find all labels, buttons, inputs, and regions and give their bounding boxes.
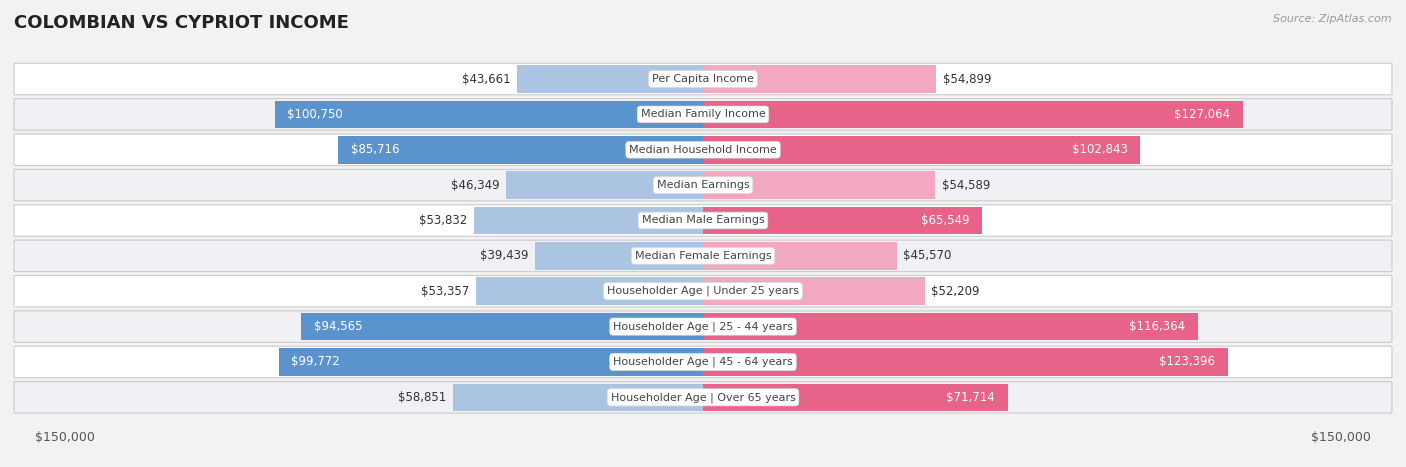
Bar	[703, 100, 1243, 128]
Text: $94,565: $94,565	[314, 320, 363, 333]
FancyBboxPatch shape	[14, 205, 1392, 236]
FancyBboxPatch shape	[14, 240, 1392, 272]
Text: Source: ZipAtlas.com: Source: ZipAtlas.com	[1274, 14, 1392, 24]
Text: $53,357: $53,357	[422, 285, 470, 298]
Text: $54,899: $54,899	[943, 72, 991, 85]
FancyBboxPatch shape	[14, 311, 1392, 342]
Text: $99,772: $99,772	[291, 355, 340, 368]
Bar	[278, 348, 703, 376]
Text: Householder Age | Over 65 years: Householder Age | Over 65 years	[610, 392, 796, 403]
Bar	[301, 313, 703, 340]
Bar	[703, 242, 897, 269]
FancyBboxPatch shape	[14, 276, 1392, 307]
Text: $46,349: $46,349	[451, 178, 499, 191]
Text: $54,589: $54,589	[942, 178, 990, 191]
Text: $65,549: $65,549	[921, 214, 969, 227]
Bar	[703, 171, 935, 199]
Text: $127,064: $127,064	[1174, 108, 1230, 121]
Text: Median Female Earnings: Median Female Earnings	[634, 251, 772, 261]
FancyBboxPatch shape	[14, 134, 1392, 165]
Text: $52,209: $52,209	[931, 285, 980, 298]
Text: COLOMBIAN VS CYPRIOT INCOME: COLOMBIAN VS CYPRIOT INCOME	[14, 14, 349, 32]
Text: Per Capita Income: Per Capita Income	[652, 74, 754, 84]
Text: Median Earnings: Median Earnings	[657, 180, 749, 190]
Text: Householder Age | 45 - 64 years: Householder Age | 45 - 64 years	[613, 357, 793, 367]
FancyBboxPatch shape	[14, 170, 1392, 201]
Text: Householder Age | Under 25 years: Householder Age | Under 25 years	[607, 286, 799, 297]
Text: $123,396: $123,396	[1159, 355, 1215, 368]
Bar	[506, 171, 703, 199]
Text: Median Household Income: Median Household Income	[628, 145, 778, 155]
Text: $116,364: $116,364	[1129, 320, 1185, 333]
Bar	[703, 277, 925, 305]
Bar	[517, 65, 703, 93]
Text: $102,843: $102,843	[1071, 143, 1128, 156]
Bar	[703, 65, 936, 93]
Text: $53,832: $53,832	[419, 214, 468, 227]
Text: Householder Age | 25 - 44 years: Householder Age | 25 - 44 years	[613, 321, 793, 332]
Bar	[703, 207, 981, 234]
Bar	[477, 277, 703, 305]
FancyBboxPatch shape	[14, 99, 1392, 130]
Bar	[703, 383, 1008, 411]
Text: $85,716: $85,716	[352, 143, 399, 156]
Text: $71,714: $71,714	[946, 391, 995, 404]
Bar	[453, 383, 703, 411]
Text: $100,750: $100,750	[287, 108, 343, 121]
Text: Median Family Income: Median Family Income	[641, 109, 765, 120]
Bar	[703, 348, 1227, 376]
Bar	[703, 136, 1140, 163]
Bar	[474, 207, 703, 234]
Text: Median Male Earnings: Median Male Earnings	[641, 215, 765, 226]
Text: $43,661: $43,661	[463, 72, 510, 85]
FancyBboxPatch shape	[14, 346, 1392, 378]
Text: $45,570: $45,570	[903, 249, 952, 262]
FancyBboxPatch shape	[14, 382, 1392, 413]
Bar	[703, 313, 1198, 340]
Text: $39,439: $39,439	[481, 249, 529, 262]
Bar	[339, 136, 703, 163]
Bar	[536, 242, 703, 269]
FancyBboxPatch shape	[14, 64, 1392, 95]
Bar	[274, 100, 703, 128]
Text: $58,851: $58,851	[398, 391, 446, 404]
